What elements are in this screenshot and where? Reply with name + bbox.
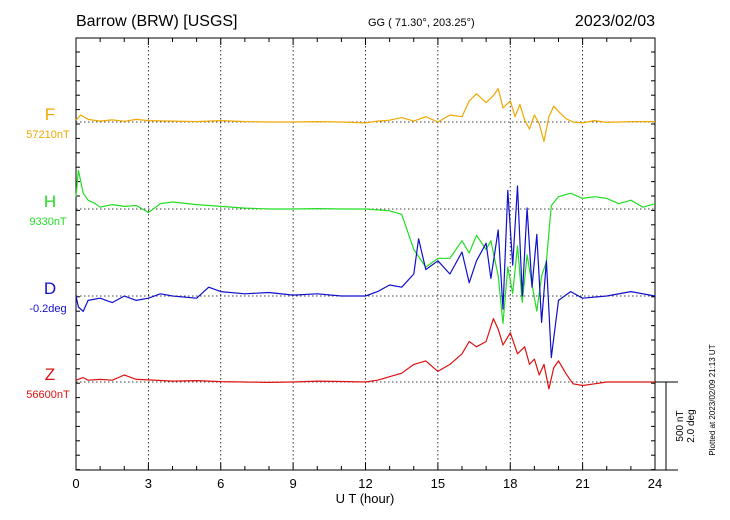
x-axis-label: U T (hour) bbox=[336, 491, 395, 506]
x-tick-label: 21 bbox=[575, 476, 589, 491]
x-tick-label: 12 bbox=[358, 476, 372, 491]
series-baseline-h: 9330nT bbox=[29, 216, 67, 228]
station-coords: GG ( 71.30°, 203.25°) bbox=[368, 17, 475, 29]
series-name-h: H bbox=[44, 192, 56, 211]
x-tick-label: 15 bbox=[431, 476, 445, 491]
x-tick-label: 9 bbox=[290, 476, 297, 491]
series-line-z bbox=[75, 318, 655, 390]
x-tick-label: 24 bbox=[648, 476, 662, 491]
x-tick-label: 6 bbox=[217, 476, 224, 491]
series-name-d: D bbox=[44, 279, 56, 298]
series-labels: F 57210nT H 9330nT D -0.2deg Z 56600nT bbox=[26, 105, 70, 401]
series-name-f: F bbox=[45, 105, 55, 124]
station-title: Barrow (BRW) [USGS] bbox=[76, 13, 238, 30]
scale-bar: 500 nT 2.0 deg bbox=[655, 381, 697, 471]
grid bbox=[76, 38, 655, 470]
series-name-z: Z bbox=[45, 365, 55, 384]
series-baseline-z: 56600nT bbox=[26, 389, 70, 401]
plot-date: 2023/02/03 bbox=[575, 13, 655, 30]
series-baseline-f: 57210nT bbox=[26, 129, 70, 141]
x-tick-label: 0 bbox=[72, 476, 79, 491]
series-line-d bbox=[75, 185, 656, 359]
series-line-h bbox=[75, 169, 656, 324]
scale-nt-label: 500 nT bbox=[675, 410, 686, 441]
series-line-f bbox=[75, 88, 655, 142]
series-lines bbox=[75, 88, 656, 390]
x-tick-label: 18 bbox=[503, 476, 517, 491]
plotted-timestamp: Plotted at 2023/02/09 21:13 UT bbox=[708, 344, 717, 455]
scale-deg-label: 2.0 deg bbox=[686, 409, 697, 442]
series-baseline-d: -0.2deg bbox=[29, 303, 66, 315]
x-tick-label: 3 bbox=[145, 476, 152, 491]
axis-ticks: 0 3 6 9 12 15 18 21 24 bbox=[72, 38, 662, 491]
